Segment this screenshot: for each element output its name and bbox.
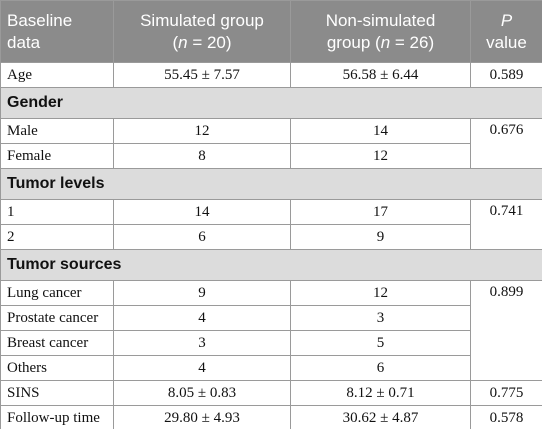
cell: 5 — [290, 330, 471, 356]
cell: Follow-up time — [0, 405, 114, 429]
cell: Male — [0, 118, 114, 144]
cell: 8.05 ± 0.83 — [113, 380, 291, 406]
cell: 12 — [113, 118, 291, 144]
header-cell: Non-simulated group (n = 26) — [290, 0, 471, 63]
section-cell: Gender — [0, 87, 542, 119]
header-text: Baseline — [7, 10, 73, 30]
header-text: ( — [172, 32, 179, 52]
header-text: n — [380, 32, 391, 52]
cell: 0.775 — [470, 380, 542, 406]
cell: 4 — [113, 305, 291, 331]
cell: 3 — [290, 305, 471, 331]
cell: Age — [0, 62, 114, 88]
cell: 9 — [290, 224, 471, 250]
header-text: Non-simulated — [325, 10, 436, 30]
row: Female 8 12 — [0, 143, 542, 169]
header-text: group ( — [326, 32, 381, 52]
cell: 55.45 ± 7.57 — [113, 62, 291, 88]
cell: 12 — [290, 280, 471, 306]
header-cell: Simulated group (n = 20) — [113, 0, 291, 63]
header-row: Baseline data Simulated group (n = 20) Non… — [0, 0, 542, 63]
cell: 56.58 ± 6.44 — [290, 62, 471, 88]
cell: 0.741 — [470, 199, 542, 250]
row: Male 12 14 0.676 — [0, 118, 542, 169]
cell: 29.80 ± 4.93 — [113, 405, 291, 429]
cell: 1 — [0, 199, 114, 225]
cell: Others — [0, 355, 114, 381]
header-text: = 20) — [187, 32, 232, 52]
section-row: Tumor sources — [0, 249, 542, 281]
row: Age 55.45 ± 7.57 56.58 ± 6.44 0.589 — [0, 62, 542, 88]
cell: 8.12 ± 0.71 — [290, 380, 471, 406]
cell: SINS — [0, 380, 114, 406]
cell: 14 — [290, 118, 471, 144]
cell: Breast cancer — [0, 330, 114, 356]
cell: Prostate cancer — [0, 305, 114, 331]
cell: 0.578 — [470, 405, 542, 429]
cell: 0.589 — [470, 62, 542, 88]
cell: 9 — [113, 280, 291, 306]
cell: 12 — [290, 143, 471, 169]
row: Lung cancer 9 12 0.899 — [0, 280, 542, 381]
cell: 0.899 — [470, 280, 542, 381]
cell: Female — [0, 143, 114, 169]
cell: 2 — [0, 224, 114, 250]
section-row: Gender — [0, 87, 542, 119]
row: Follow-up time 29.80 ± 4.93 30.62 ± 4.87 0.… — [0, 405, 542, 429]
header-text: P — [500, 10, 513, 30]
header-text: value — [486, 32, 527, 52]
cell: 8 — [113, 143, 291, 169]
cell: 6 — [290, 355, 471, 381]
section-cell: Tumor sources — [0, 249, 542, 281]
header-cell: Baseline data — [0, 0, 114, 63]
section-row: Tumor levels — [0, 168, 542, 200]
cell: 6 — [113, 224, 291, 250]
section-cell: Tumor levels — [0, 168, 542, 200]
row: Others 4 6 — [0, 355, 542, 381]
cell: 4 — [113, 355, 291, 381]
header-text: = 26) — [390, 32, 435, 52]
header-text: Simulated group — [140, 10, 264, 30]
row: Breast cancer 3 5 — [0, 330, 542, 356]
row: Prostate cancer 4 3 — [0, 305, 542, 331]
cell: 0.676 — [470, 118, 542, 169]
cell: Lung cancer — [0, 280, 114, 306]
cell: 3 — [113, 330, 291, 356]
row: 1 14 17 0.741 — [0, 199, 542, 250]
cell: 14 — [113, 199, 291, 225]
row: SINS 8.05 ± 0.83 8.12 ± 0.71 0.775 — [0, 380, 542, 406]
header-text: data — [7, 32, 41, 52]
cell: 30.62 ± 4.87 — [290, 405, 471, 429]
header-text: n — [178, 32, 188, 52]
cell: 17 — [290, 199, 471, 225]
